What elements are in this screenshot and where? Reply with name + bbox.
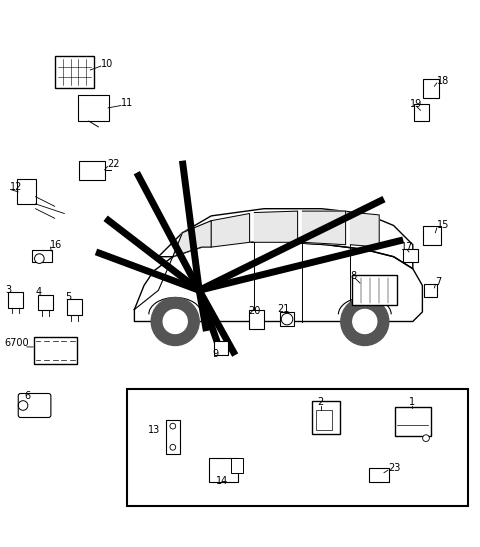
Text: 19: 19 (410, 99, 422, 109)
Text: 23: 23 (388, 463, 400, 473)
Text: 4: 4 (36, 287, 42, 296)
Bar (38, 295, 53, 310)
Polygon shape (302, 211, 346, 245)
Text: 17: 17 (401, 242, 414, 252)
Bar (414, 104, 429, 121)
Text: 1: 1 (409, 397, 415, 407)
Circle shape (35, 254, 44, 264)
Bar (424, 283, 437, 297)
Polygon shape (211, 213, 250, 247)
Text: 5: 5 (65, 293, 71, 302)
Bar (249, 310, 264, 329)
FancyBboxPatch shape (18, 393, 51, 417)
Bar (127, 389, 468, 507)
Circle shape (281, 313, 293, 325)
Text: 12: 12 (10, 182, 22, 192)
Text: 10: 10 (101, 59, 113, 69)
Text: 9: 9 (212, 349, 218, 359)
Bar (423, 79, 439, 98)
Text: 21: 21 (277, 305, 290, 315)
Bar (55, 56, 94, 88)
Circle shape (170, 423, 176, 429)
Circle shape (341, 298, 389, 346)
Text: 6700: 6700 (5, 338, 29, 348)
Bar (351, 276, 397, 305)
Bar (32, 249, 52, 262)
Bar (280, 312, 294, 326)
Bar (423, 225, 441, 245)
Circle shape (170, 444, 176, 450)
Polygon shape (350, 212, 379, 247)
Bar (67, 299, 82, 315)
Bar (209, 458, 238, 482)
Text: 20: 20 (249, 306, 261, 316)
Text: 18: 18 (437, 75, 449, 85)
Bar (78, 95, 109, 121)
Bar (34, 337, 77, 364)
Polygon shape (134, 242, 422, 322)
Bar (230, 458, 242, 473)
Circle shape (353, 310, 377, 334)
Text: 7: 7 (435, 277, 442, 287)
Text: 3: 3 (6, 286, 12, 295)
Polygon shape (254, 211, 298, 242)
Text: 11: 11 (121, 98, 133, 108)
Bar (316, 410, 332, 429)
Bar (17, 179, 36, 205)
Text: 22: 22 (108, 159, 120, 169)
Bar (8, 292, 23, 307)
Circle shape (151, 298, 199, 346)
Text: 15: 15 (437, 220, 449, 230)
Bar (369, 468, 389, 482)
Text: 14: 14 (216, 476, 228, 486)
Text: 6: 6 (24, 391, 30, 401)
Circle shape (163, 310, 187, 334)
Text: 13: 13 (147, 425, 160, 435)
Text: 8: 8 (350, 271, 357, 281)
Bar (403, 248, 418, 262)
Text: 16: 16 (50, 240, 63, 249)
Polygon shape (158, 209, 413, 269)
Polygon shape (173, 220, 211, 257)
Bar (312, 401, 340, 434)
Text: 2: 2 (317, 397, 324, 407)
Bar (79, 161, 106, 180)
Circle shape (422, 435, 429, 441)
Bar (166, 420, 180, 453)
Bar (395, 407, 431, 436)
Bar (214, 341, 228, 355)
